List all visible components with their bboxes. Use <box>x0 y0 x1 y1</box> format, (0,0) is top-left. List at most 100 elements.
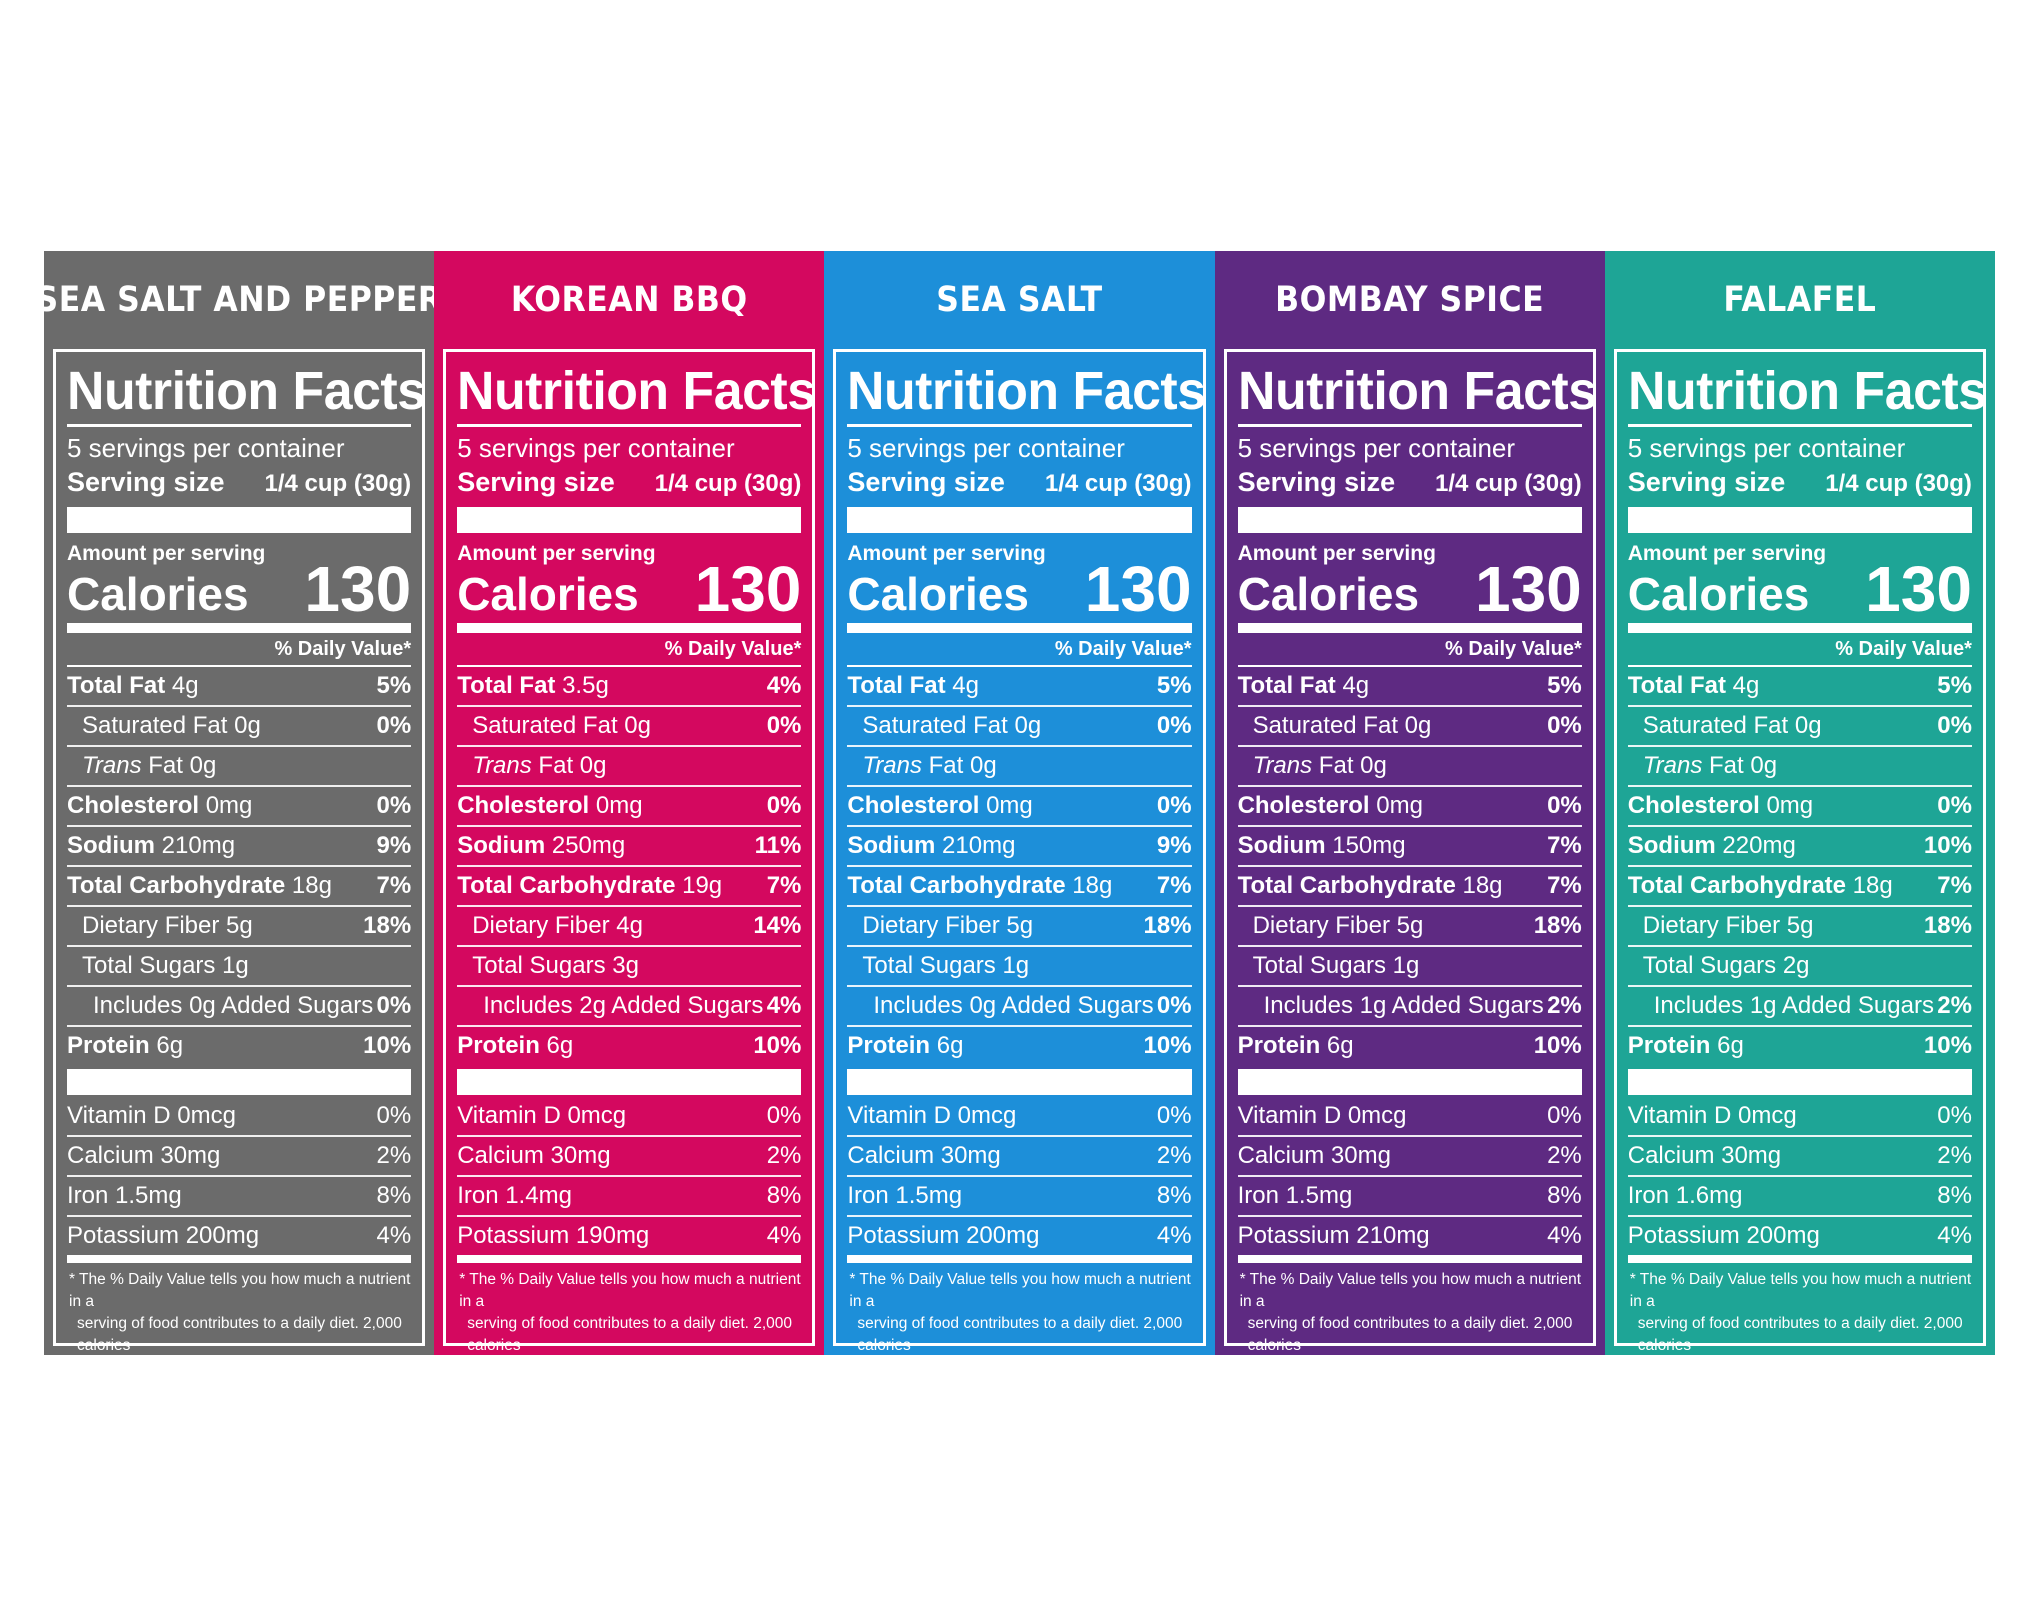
trans-fat-row: Trans Fat 0g <box>847 747 1192 787</box>
nutrient-name: Vitamin D 0mcg <box>1627 1102 1797 1129</box>
iron-row: Iron 1.5mg 8% <box>847 1177 1192 1217</box>
nutrient-name: Total Fat <box>457 672 556 699</box>
nutrient-name: Total Carbohydrate <box>67 872 286 899</box>
footnote-line: serving of food contributes to a daily d… <box>1637 1315 1963 1354</box>
flavor-name: KOREAN BBQ <box>510 280 748 320</box>
saturated-fat-row: Saturated Fat 0g 0% <box>1627 707 1972 747</box>
calories-label: Calories <box>1627 568 1810 620</box>
nutrient-amount: 0mg <box>595 792 643 819</box>
total-fat-row: Total Fat 3.5g 4% <box>457 667 802 707</box>
nutrient-name: Total Fat <box>1627 672 1726 699</box>
nutrient-amount: 0g <box>189 752 217 779</box>
total-carbohydrate-row: Total Carbohydrate 18g 7% <box>847 867 1192 907</box>
added-sugars-row: Includes 1g Added Sugars 2% <box>1237 987 1582 1027</box>
daily-value-percent: 5% <box>1937 672 1972 699</box>
nutrition-panel-4: FALAFEL Nutrition Facts 5 servings per c… <box>1604 251 1995 1376</box>
nutrient-name: Vitamin D 0mcg <box>1237 1102 1407 1129</box>
nutrient-amount: 18g <box>291 872 332 899</box>
nutrient-prefix: Includes <box>1653 992 1744 1019</box>
serving-size-row: Serving size 1/4 cup (30g) <box>457 465 801 501</box>
nutrient-prefix: Includes <box>1263 992 1353 1019</box>
total-sugars-row: Total Sugars 1g <box>847 947 1192 987</box>
calories-row: Calories 130 <box>1238 557 1582 621</box>
nutrient-name: Added Sugars <box>221 992 374 1019</box>
thick-divider <box>847 1069 1192 1095</box>
sodium-row: Sodium 150mg 7% <box>1237 827 1582 867</box>
nutrient-name: Sodium <box>847 832 936 859</box>
daily-value-header: % Daily Value* <box>67 633 412 667</box>
trans-fat-row: Trans Fat 0g <box>457 747 802 787</box>
nutrient-name: Calcium 30mg <box>847 1142 1001 1169</box>
potassium-row: Potassium 210mg 4% <box>1238 1217 1582 1255</box>
trans-fat-row: Trans Fat 0g <box>67 747 412 787</box>
nutrient-amount: 1g <box>1002 952 1030 979</box>
nutrition-facts-label: Nutrition Facts 5 servings per container… <box>443 349 816 1376</box>
nutrient-amount: 5g <box>1006 912 1034 939</box>
nutrient-amount: 1g <box>1392 952 1420 979</box>
daily-value-percent: 0% <box>376 992 412 1019</box>
daily-value-percent: 18% <box>1533 912 1582 939</box>
vitamin-d-row: Vitamin D 0mcg 0% <box>67 1097 412 1137</box>
divider <box>67 424 412 427</box>
serving-size-value: 1/4 cup (30g) <box>654 470 802 497</box>
nutrient-prefix: Includes <box>483 992 573 1019</box>
added-sugars-row: Includes 2g Added Sugars 4% <box>457 987 802 1027</box>
medium-divider <box>1237 1255 1582 1263</box>
daily-value-percent: 10% <box>363 1032 412 1059</box>
nutrient-amount: 0g <box>1360 752 1387 779</box>
footnote-line: a day is used for general nutrition advi… <box>1247 1359 1531 1376</box>
nutrition-panels-strip: SEA SALT AND PEPPER Nutrition Facts 5 se… <box>36 251 1995 1376</box>
daily-value-percent: 8% <box>1937 1182 1972 1209</box>
daily-value-percent: 2% <box>1547 992 1582 1019</box>
daily-value-percent: 8% <box>376 1182 412 1209</box>
divider <box>1627 424 1972 427</box>
total-fat-row: Total Fat 4g 5% <box>847 667 1192 707</box>
nutrient-amount: 6g <box>936 1032 964 1059</box>
nutrient-name: Protein <box>457 1032 540 1059</box>
nutrient-amount: 18g <box>1072 872 1113 899</box>
nutrient-amount: 4g <box>1732 672 1760 699</box>
nutrient-name: Saturated Fat <box>472 712 618 739</box>
nutrient-amount: 6g <box>546 1032 574 1059</box>
nutrient-name: Vitamin D 0mcg <box>457 1102 627 1129</box>
added-sugars-row: Includes 0g Added Sugars 0% <box>67 987 412 1027</box>
nutrient-amount: 210mg <box>942 832 1016 859</box>
daily-value-percent: 10% <box>1143 1032 1192 1059</box>
daily-value-percent: 0% <box>376 1102 412 1129</box>
nutrition-panel-3: BOMBAY SPICE Nutrition Facts 5 servings … <box>1214 251 1605 1376</box>
daily-value-percent: 18% <box>1923 912 1972 939</box>
medium-divider <box>1237 623 1582 633</box>
calories-row: Calories 130 <box>67 557 411 621</box>
dietary-fiber-row: Dietary Fiber 5g 18% <box>847 907 1192 947</box>
nutrient-name: Calcium 30mg <box>67 1142 221 1169</box>
nutrient-amount: 0g <box>579 752 607 779</box>
iron-row: Iron 1.4mg 8% <box>457 1177 802 1217</box>
saturated-fat-row: Saturated Fat 0g 0% <box>457 707 802 747</box>
sodium-row: Sodium 250mg 11% <box>457 827 802 867</box>
nutrient-name: Fat <box>141 752 183 779</box>
serving-size-row: Serving size 1/4 cup (30g) <box>1238 465 1582 501</box>
footnote: * The % Daily Value tells you how much a… <box>1238 1263 1582 1379</box>
flavor-name: SEA SALT <box>936 280 1103 320</box>
nutrient-name: Added Sugars <box>611 992 764 1019</box>
nutrient-amount: 6g <box>156 1032 184 1059</box>
label-title: Nutrition Facts <box>1237 361 1597 421</box>
serving-size-row: Serving size 1/4 cup (30g) <box>1628 465 1972 501</box>
vitamin-d-row: Vitamin D 0mcg 0% <box>1627 1097 1972 1137</box>
serving-size-value: 1/4 cup (30g) <box>264 470 412 497</box>
medium-divider <box>67 623 412 633</box>
total-carbohydrate-row: Total Carbohydrate 18g 7% <box>1237 867 1582 907</box>
total-sugars-row: Total Sugars 3g <box>457 947 802 987</box>
nutrient-name-italic: Trans <box>1252 752 1313 779</box>
calcium-row: Calcium 30mg 2% <box>457 1137 802 1177</box>
dietary-fiber-row: Dietary Fiber 5g 18% <box>67 907 412 947</box>
daily-value-percent: 0% <box>376 712 412 739</box>
amount-per-serving: Amount per serving <box>457 542 656 565</box>
calcium-row: Calcium 30mg 2% <box>1237 1137 1582 1177</box>
vitamin-d-row: Vitamin D 0mcg 0% <box>847 1097 1192 1137</box>
vitamin-d-row: Vitamin D 0mcg 0% <box>457 1097 802 1137</box>
iron-row: Iron 1.5mg 8% <box>1237 1177 1582 1217</box>
dietary-fiber-row: Dietary Fiber 5g 18% <box>1237 907 1582 947</box>
nutrient-name: Fat <box>1312 752 1354 779</box>
nutrient-amount: 2g <box>579 992 606 1019</box>
